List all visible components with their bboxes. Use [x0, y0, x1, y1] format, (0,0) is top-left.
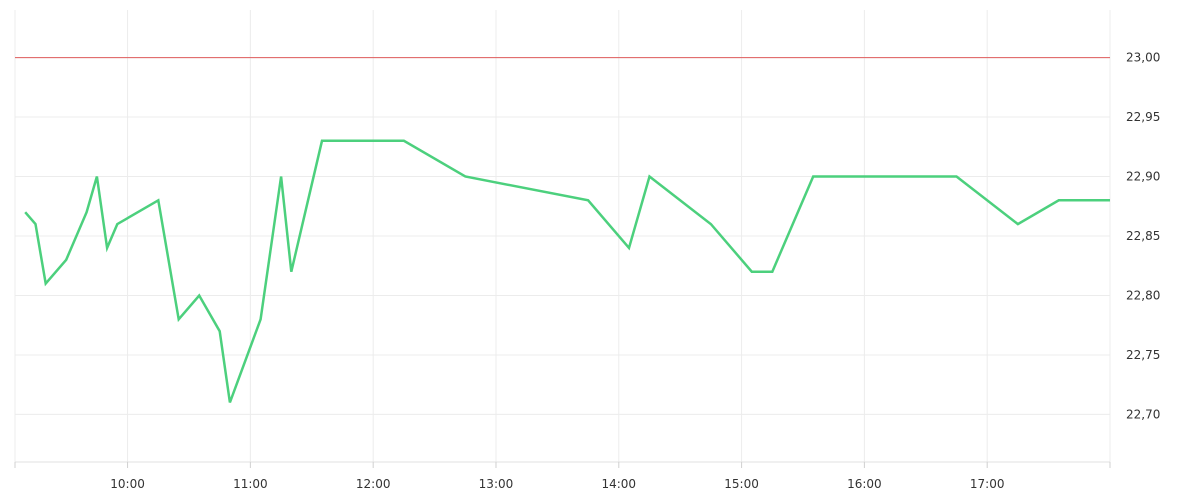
y-tick-label: 23,00 [1126, 51, 1160, 65]
x-tick-label: 14:00 [601, 477, 636, 491]
x-tick-label: 13:00 [479, 477, 514, 491]
y-tick-label: 22,75 [1126, 348, 1160, 362]
x-tick-label: 11:00 [233, 477, 268, 491]
y-tick-label: 22,80 [1126, 288, 1160, 302]
y-tick-label: 22,95 [1126, 110, 1160, 124]
series-layer [24, 139, 1110, 403]
y-tick-label: 22,90 [1126, 170, 1160, 184]
x-tick-label: 10:00 [110, 477, 145, 491]
series-line-0 [24, 139, 1110, 403]
axis-layer: 10:00 11:00 12:00 13:00 14:00 15:00 16:00 17:00… [14, 51, 1160, 491]
grid-layer [14, 10, 1111, 462]
x-tick-label: 16:00 [847, 477, 882, 491]
y-tick-label: 22,70 [1126, 407, 1160, 421]
x-tick-label: 15:00 [724, 477, 759, 491]
x-tick-label: 12:00 [356, 477, 391, 491]
y-tick-label: 22,85 [1126, 229, 1160, 243]
x-tick-label: 17:00 [970, 477, 1005, 491]
